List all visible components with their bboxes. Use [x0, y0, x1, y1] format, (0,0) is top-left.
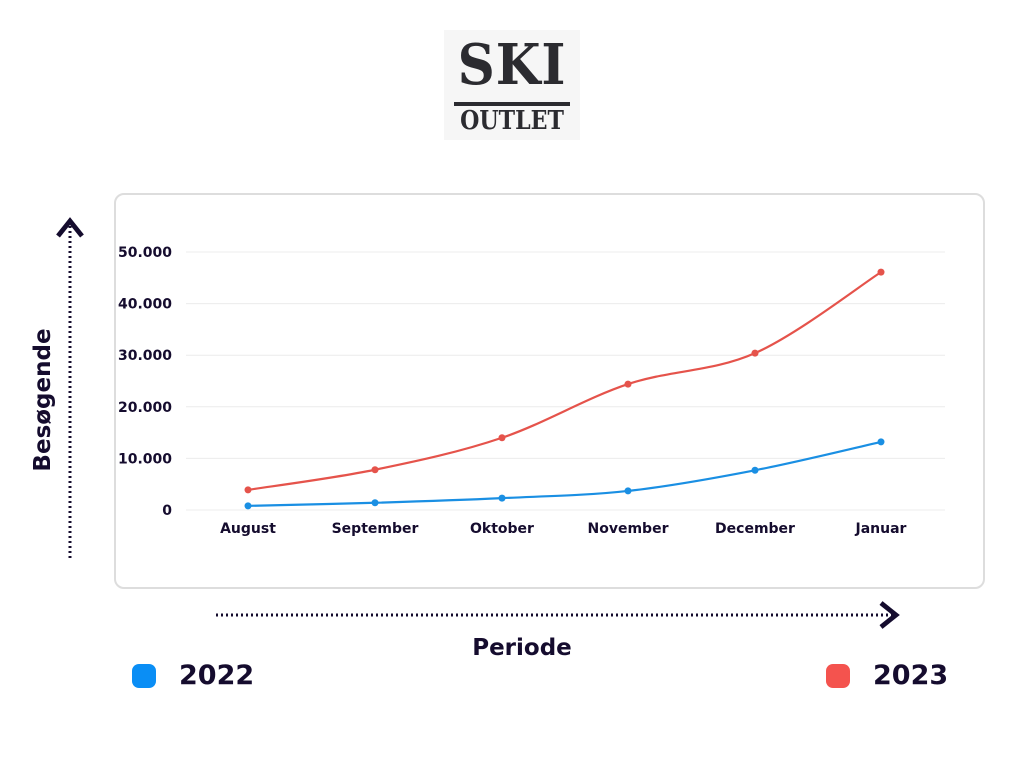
data-point-2022: [624, 487, 632, 495]
data-point-2022: [498, 494, 506, 502]
logo-text-ski: SKI: [457, 32, 567, 98]
data-point-2023: [244, 486, 252, 494]
y-tick-label: 10.000: [118, 451, 172, 467]
series-line-2023: [247, 271, 882, 491]
x-tick-label: Januar: [855, 521, 907, 537]
logo-text-outlet: OUTLET: [460, 106, 564, 136]
y-tick-label: 40.000: [118, 297, 172, 313]
series-line-2022: [247, 440, 882, 507]
data-point-2023: [624, 380, 632, 388]
legend-label-2023: 2023: [873, 660, 949, 691]
y-tick-label: 0: [162, 503, 172, 519]
chart-panel: [114, 193, 985, 589]
x-axis-label: Periode: [472, 635, 572, 661]
data-point-2022: [751, 466, 759, 474]
legend-label-2022: 2022: [179, 660, 255, 691]
x-tick-label: August: [220, 521, 276, 537]
data-point-2022: [371, 499, 379, 507]
x-tick-label: September: [332, 521, 419, 537]
data-point-2023: [751, 349, 759, 357]
y-tick-label: 50.000: [118, 245, 172, 261]
data-point-2023: [498, 434, 506, 442]
x-tick-label: November: [588, 521, 669, 537]
y-tick-label: 20.000: [118, 400, 172, 416]
x-tick-label: December: [715, 521, 795, 537]
legend-swatch-2023: [826, 664, 850, 688]
x-tick-label: Oktober: [470, 521, 534, 537]
data-point-2023: [371, 466, 379, 474]
data-point-2022: [877, 438, 885, 446]
data-point-2023: [877, 268, 885, 276]
y-tick-label: 30.000: [118, 348, 172, 364]
legend-swatch-2022: [132, 664, 156, 688]
y-axis-label: Besøgende: [30, 328, 56, 471]
ski-outlet-logo: SKI OUTLET: [444, 30, 580, 140]
data-point-2022: [244, 502, 252, 510]
logo-divider: [454, 102, 570, 106]
